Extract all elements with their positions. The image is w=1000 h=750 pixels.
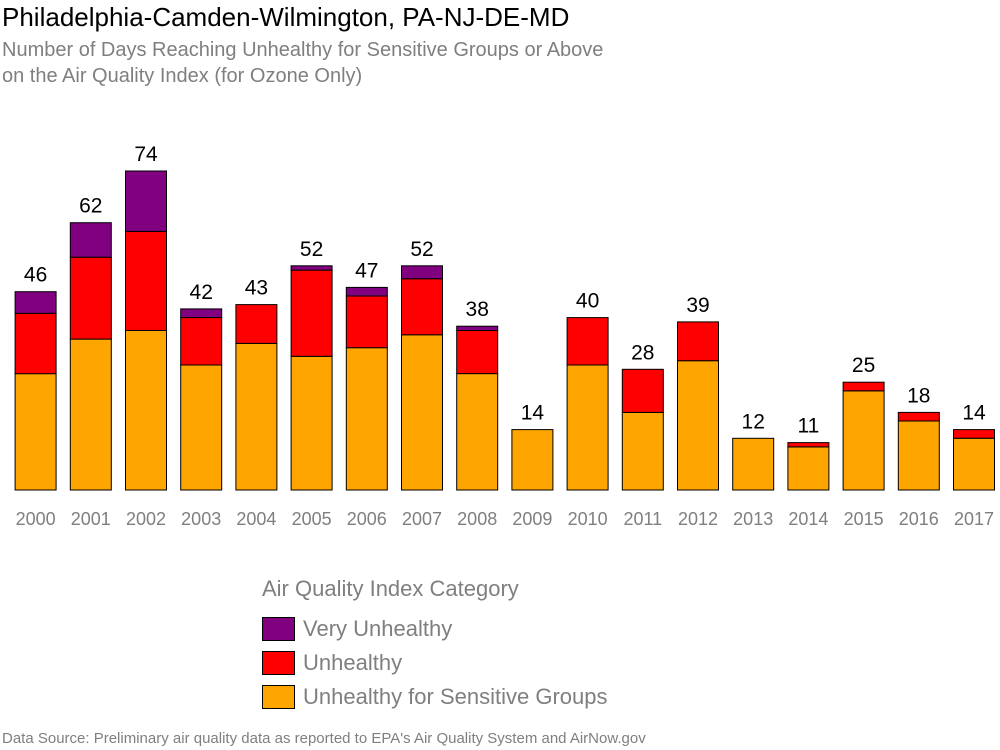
x-tick-label-2007: 2007 <box>402 509 442 529</box>
bar-segment-2012-usg <box>677 360 719 491</box>
legend-swatch-very-unhealthy <box>262 617 295 641</box>
legend-label-unhealthy: Unhealthy <box>303 650 403 675</box>
x-tick-label-2004: 2004 <box>236 509 276 529</box>
data-source-note: Data Source: Preliminary air quality dat… <box>2 730 646 747</box>
x-tick-label-2001: 2001 <box>71 509 111 529</box>
x-tick-label-2010: 2010 <box>568 509 608 529</box>
bar-segment-2005-unhealthy <box>290 269 333 357</box>
bar-segment-2006-unhealthy <box>345 295 388 349</box>
bar-segment-2006-usg <box>345 347 388 491</box>
bar-segment-2013-usg <box>732 437 775 491</box>
bar-segment-2012-unhealthy <box>677 321 719 362</box>
data-label-2006: 47 <box>355 259 378 282</box>
legend-item-very-unhealthy: Very Unhealthy <box>262 612 608 646</box>
bar-segment-2011-usg <box>621 411 664 491</box>
x-tick-label-2002: 2002 <box>126 509 166 529</box>
data-label-2011: 28 <box>631 341 654 364</box>
legend-title: Air Quality Index Category <box>262 576 519 601</box>
x-tick-label-2016: 2016 <box>899 509 939 529</box>
bar-segment-2014-usg <box>787 446 830 491</box>
bar-segment-2016-usg <box>897 420 940 491</box>
legend-item-unhealthy-sensitive: Unhealthy for Sensitive Groups <box>262 680 608 714</box>
bar-segment-2016-unhealthy <box>897 411 940 422</box>
bar-segment-2015-unhealthy <box>842 381 885 392</box>
data-label-2001: 62 <box>79 195 102 218</box>
x-tick-label-2003: 2003 <box>181 509 221 529</box>
bar-segment-2001-unhealthy <box>69 256 112 340</box>
bar-segment-2001-very-unhealthy <box>69 222 112 258</box>
bar-segment-2009-usg <box>511 429 554 491</box>
bar-segment-2002-usg <box>125 330 167 491</box>
bar-segment-2010-usg <box>566 364 609 491</box>
x-tick-label-2014: 2014 <box>788 509 828 529</box>
data-label-2004: 43 <box>245 277 268 300</box>
legend-swatch-unhealthy-sensitive <box>262 685 295 709</box>
bar-chart: 46 2000 62 2001 74 2002 42 2003 43 2004 52 2005 47 20… <box>14 143 995 529</box>
data-label-2015: 25 <box>852 354 875 377</box>
bar-segment-2007-usg <box>401 334 443 491</box>
x-tick-label-2009: 2009 <box>512 509 552 529</box>
x-tick-label-2008: 2008 <box>457 509 497 529</box>
x-tick-label-2013: 2013 <box>733 509 773 529</box>
x-tick-label-2011: 2011 <box>623 509 662 529</box>
bar-segment-2004-usg <box>235 342 278 491</box>
data-label-2010: 40 <box>576 290 599 313</box>
bar-segment-2017-usg <box>953 437 995 491</box>
data-label-2013: 12 <box>742 410 765 433</box>
x-tick-label-2012: 2012 <box>678 509 718 529</box>
bar-segment-2007-unhealthy <box>401 278 443 336</box>
legend: Air Quality Index Category Very Unhealth… <box>262 576 608 714</box>
data-label-2016: 18 <box>907 384 930 407</box>
data-label-2017: 14 <box>962 402 986 425</box>
bar-segment-2015-usg <box>842 390 885 491</box>
bar-segment-2003-usg <box>180 364 223 491</box>
data-label-2002: 74 <box>134 143 158 166</box>
legend-item-unhealthy: Unhealthy <box>262 646 608 680</box>
legend-swatch-unhealthy <box>262 651 295 675</box>
bar-segment-2000-unhealthy <box>14 312 57 375</box>
bar-segment-2000-very-unhealthy <box>14 291 57 314</box>
bar-segment-2006-very-unhealthy <box>345 286 388 297</box>
bar-segment-2014-unhealthy <box>787 442 830 448</box>
bar-segment-2011-unhealthy <box>621 368 664 413</box>
data-label-2008: 38 <box>466 298 489 321</box>
bar-segment-2008-very-unhealthy <box>456 325 499 332</box>
bar-segment-2008-usg <box>456 373 499 491</box>
bar-segment-2007-very-unhealthy <box>401 265 443 280</box>
x-tick-label-2017: 2017 <box>954 509 994 529</box>
data-label-2003: 42 <box>190 281 213 304</box>
chart-subtitle: Number of Days Reaching Unhealthy for Se… <box>2 37 603 89</box>
legend-label-unhealthy-sensitive: Unhealthy for Sensitive Groups <box>303 684 608 709</box>
x-tick-label-2005: 2005 <box>292 509 332 529</box>
bar-segment-2002-very-unhealthy <box>125 170 167 232</box>
bar-segment-2000-usg <box>14 373 57 491</box>
bar-segment-2003-very-unhealthy <box>180 308 223 318</box>
chart-title: Philadelphia-Camden-Wilmington, PA-NJ-DE… <box>2 2 570 32</box>
data-label-2005: 52 <box>300 238 323 261</box>
bar-segment-2010-unhealthy <box>566 317 609 366</box>
x-tick-label-2006: 2006 <box>347 509 387 529</box>
data-label-2014: 11 <box>797 415 819 438</box>
bar-segment-2002-unhealthy <box>125 230 167 331</box>
data-label-2007: 52 <box>410 238 433 261</box>
data-label-2000: 46 <box>24 264 47 287</box>
x-tick-label-2015: 2015 <box>844 509 884 529</box>
subtitle-line-1: Number of Days Reaching Unhealthy for Se… <box>2 39 604 61</box>
bar-segment-2003-unhealthy <box>180 317 223 366</box>
bar-segment-2005-usg <box>290 355 333 491</box>
bar-segment-2004-unhealthy <box>235 304 278 344</box>
x-tick-label-2000: 2000 <box>16 509 56 529</box>
subtitle-line-2: on the Air Quality Index (for Ozone Only… <box>2 65 363 87</box>
bar-segment-2005-very-unhealthy <box>290 265 333 271</box>
data-label-2012: 39 <box>686 294 709 317</box>
legend-label-very-unhealthy: Very Unhealthy <box>303 616 453 641</box>
data-label-2009: 14 <box>521 402 545 425</box>
bar-segment-2008-unhealthy <box>456 330 499 375</box>
bar-segment-2001-usg <box>69 338 112 491</box>
bar-segment-2017-unhealthy <box>953 429 995 439</box>
